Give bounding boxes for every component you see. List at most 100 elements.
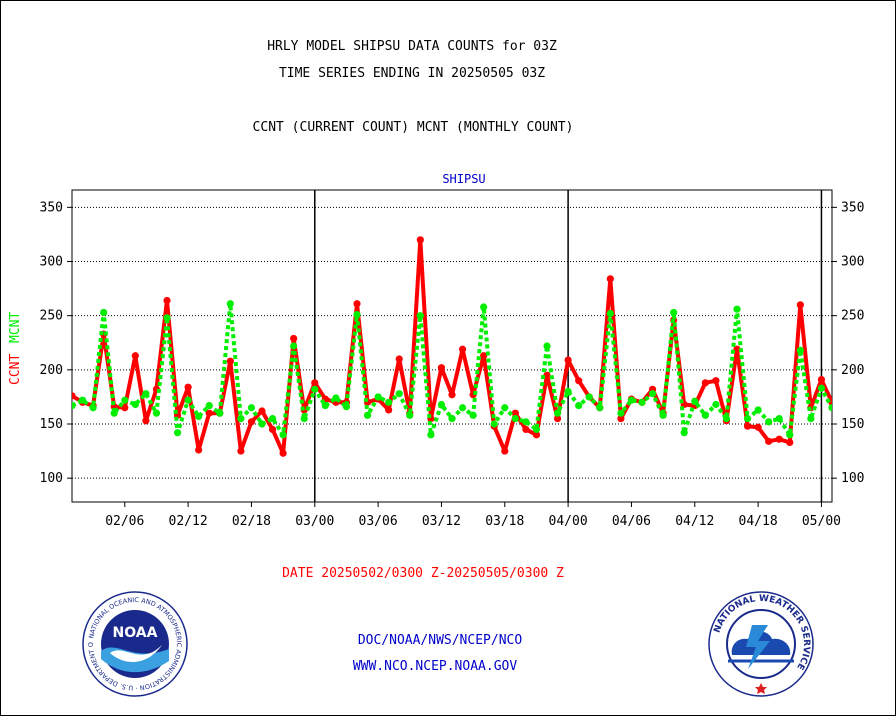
x-tick-label: 03/18 [485, 514, 524, 529]
y-tick-label-right: 300 [841, 255, 864, 270]
data-point-ccnt [142, 417, 150, 425]
x-tick-label: 04/12 [675, 514, 714, 529]
data-point-mcnt [817, 384, 826, 392]
data-point-ccnt [311, 379, 319, 387]
y-tick-label-left: 250 [40, 309, 63, 324]
y-tick-label-left: 150 [40, 417, 63, 432]
x-tick-label: 04/06 [612, 514, 651, 529]
data-point-mcnt [712, 400, 720, 409]
nws-logo: NATIONAL WEATHER SERVICE [708, 591, 814, 697]
data-point-mcnt [395, 390, 403, 398]
data-point-mcnt [311, 385, 319, 393]
data-point-mcnt [754, 406, 762, 414]
data-point-ccnt [131, 352, 139, 360]
data-point-ccnt [353, 300, 361, 308]
data-point-ccnt [501, 447, 509, 455]
data-point-ccnt [226, 357, 234, 365]
y-axis-label-mcnt: MCNT [8, 312, 23, 343]
data-point-mcnt [501, 404, 509, 412]
y-tick-label-left: 350 [40, 200, 63, 215]
data-point-mcnt [205, 401, 213, 410]
data-point-mcnt [775, 414, 783, 423]
y-tick-label-right: 350 [841, 200, 864, 215]
data-point-mcnt [374, 393, 382, 401]
data-point-mcnt [511, 414, 519, 423]
data-point-mcnt [100, 308, 108, 317]
data-point-mcnt [332, 394, 340, 402]
data-point-mcnt [701, 411, 709, 419]
data-point-ccnt [163, 296, 171, 305]
x-tick-label: 02/06 [105, 514, 144, 529]
data-point-mcnt [733, 305, 741, 313]
org-line: DOC/NOAA/NWS/NCEP/NCO [357, 633, 523, 648]
data-point-mcnt [765, 418, 773, 426]
data-point-mcnt [606, 309, 614, 318]
data-point-ccnt [606, 275, 614, 283]
data-point-ccnt [522, 425, 530, 434]
data-point-ccnt [765, 437, 773, 445]
data-point-mcnt [416, 312, 424, 320]
data-point-mcnt [163, 314, 171, 322]
data-point-mcnt [173, 429, 182, 437]
data-point-ccnt [786, 438, 794, 447]
data-point-ccnt [458, 345, 467, 353]
data-point-ccnt [395, 355, 403, 363]
data-point-ccnt [237, 447, 245, 455]
data-point-mcnt [638, 398, 646, 406]
data-point-mcnt [627, 396, 636, 404]
data-point-mcnt [110, 409, 118, 417]
data-point-ccnt [511, 409, 519, 417]
data-point-ccnt [195, 446, 203, 454]
x-tick-label: 04/00 [549, 514, 588, 529]
data-point-ccnt [733, 345, 741, 353]
data-point-mcnt [596, 404, 604, 412]
data-point-ccnt [121, 404, 129, 412]
data-point-ccnt [701, 379, 709, 387]
y-axis-label-ccnt: CCNT [8, 354, 23, 385]
time-series-chart: 100 100 150 150 200 200 250 250 300 300 350 350 02/0… [8, 172, 864, 529]
chart-title-line1: HRLY MODEL SHIPSU DATA COUNTS for 03Z [267, 39, 557, 54]
data-point-ccnt [564, 356, 572, 364]
data-point-ccnt [712, 377, 720, 385]
data-point-mcnt [670, 308, 678, 317]
data-point-mcnt [564, 387, 572, 396]
data-point-mcnt [648, 390, 657, 398]
data-point-mcnt [691, 397, 699, 405]
x-tick-label: 02/18 [232, 514, 271, 529]
data-point-ccnt [575, 377, 583, 385]
data-point-ccnt [385, 406, 393, 414]
data-point-mcnt [807, 414, 815, 423]
x-tick-label: 05/00 [802, 514, 841, 529]
data-point-mcnt [300, 414, 308, 423]
url-line: WWW.NCO.NCEP.NOAA.GOV [352, 659, 518, 674]
data-point-mcnt [131, 400, 139, 409]
data-point-mcnt [195, 412, 203, 421]
data-point-mcnt [437, 400, 446, 409]
data-point-mcnt [121, 396, 129, 404]
date-range-label: DATE 20250502/0300 Z-20250505/0300 Z [282, 566, 564, 581]
data-point-mcnt [458, 404, 467, 412]
data-point-mcnt [72, 401, 76, 410]
data-point-mcnt [522, 418, 530, 426]
data-point-mcnt [279, 431, 287, 439]
data-point-mcnt [406, 411, 414, 419]
x-tick-label: 02/12 [169, 514, 208, 529]
data-point-ccnt [268, 425, 277, 434]
x-tick-label: 04/18 [739, 514, 778, 529]
data-point-mcnt [216, 409, 224, 417]
data-point-mcnt [184, 396, 192, 404]
data-point-ccnt [480, 352, 488, 360]
data-point-mcnt [828, 404, 832, 412]
y-tick-label-right: 250 [841, 309, 864, 324]
data-point-ccnt [416, 236, 424, 244]
data-point-mcnt [448, 414, 456, 423]
data-point-mcnt [152, 409, 161, 417]
data-point-mcnt [78, 396, 87, 404]
data-point-mcnt [575, 401, 583, 410]
y-tick-label-left: 200 [40, 363, 63, 378]
data-point-ccnt [796, 301, 804, 309]
data-point-mcnt [722, 414, 731, 423]
data-point-mcnt [142, 390, 150, 398]
data-point-mcnt [258, 420, 266, 428]
data-point-mcnt [480, 303, 488, 311]
